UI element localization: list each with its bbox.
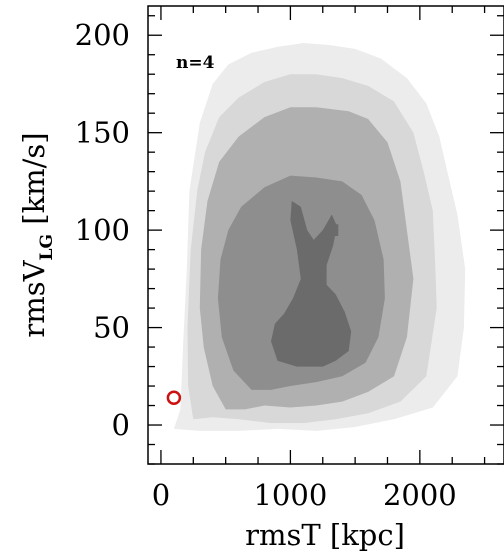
x-tick-label: 0 <box>152 478 170 512</box>
y-tick-label: 0 <box>112 408 130 442</box>
tick-labels: 0 1000 2000 0 50 100 150 200 <box>75 18 457 512</box>
marker-layer <box>166 390 182 405</box>
x-tick-label: 2000 <box>383 478 457 512</box>
y-axis-label-subscript: LG <box>37 234 57 260</box>
y-tick-label: 150 <box>75 116 130 150</box>
y-axis-label-unit: [km/s] <box>17 132 51 234</box>
y-tick-label: 50 <box>93 311 130 345</box>
contour-core-5 <box>333 224 339 236</box>
x-axis-label: rmsT [kpc] <box>245 518 405 552</box>
density-contours <box>173 43 466 431</box>
x-tick-label: 1000 <box>253 478 327 512</box>
contour-core-4 <box>271 200 352 367</box>
y-axis-label: rmsVLG [km/s] <box>17 132 57 337</box>
axis-ticks <box>148 6 504 465</box>
plot-frame <box>147 5 504 465</box>
marker-point <box>166 390 182 405</box>
annotation-label: n=4 <box>176 53 215 73</box>
plot-area <box>166 43 466 431</box>
y-tick-label: 200 <box>75 18 130 52</box>
y-tick-label: 100 <box>75 213 130 247</box>
y-axis-label-main: rmsV <box>17 259 51 337</box>
